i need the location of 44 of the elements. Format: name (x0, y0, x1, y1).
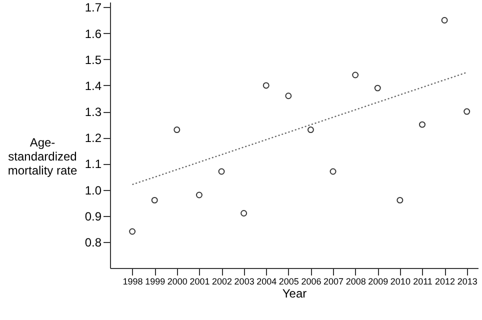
point (218, 168, 225, 175)
point (352, 72, 359, 78)
point (262, 82, 270, 89)
x-axis-title: Year (282, 286, 307, 300)
point (396, 196, 404, 204)
y-tick-label: 1.6 (84, 26, 102, 41)
point (151, 196, 158, 204)
y-axis-title: Age-standardized mortality rate (8, 136, 78, 178)
point (441, 17, 448, 24)
point (330, 168, 336, 175)
y-tick-label: 1.1 (84, 157, 102, 172)
y-tick-label: 0.9 (84, 209, 102, 224)
x-tick-label: 1998 (122, 276, 143, 286)
point (307, 126, 314, 134)
point (374, 84, 381, 92)
point (285, 92, 292, 100)
y-tick-label: 0.8 (84, 235, 102, 250)
y-tick-label: 1.0 (84, 183, 102, 198)
x-tick-label: 2002 (212, 276, 232, 286)
x-tick-label: 2005 (278, 276, 299, 286)
x-tick-label: 2011 (413, 276, 432, 286)
y-tick-label: 1.7 (84, 0, 102, 15)
x-tick-label: 2010 (390, 276, 410, 286)
point (129, 228, 136, 235)
x-tick-label: 2008 (346, 276, 366, 286)
y-tick-label: 1.2 (84, 131, 102, 146)
x-tick-label: 2000 (167, 276, 188, 286)
x-tick-label: 2012 (435, 276, 456, 286)
point (174, 126, 180, 134)
y-tick-label: 1.4 (84, 78, 102, 93)
y-tick-label: 1.5 (84, 52, 102, 67)
x-tick-label: 2006 (301, 276, 322, 286)
point (419, 121, 426, 128)
point (196, 192, 202, 198)
x-tick-label: 2003 (234, 276, 254, 286)
x-tick-label: 2007 (324, 276, 344, 286)
x-tick-label: 1999 (145, 276, 166, 286)
point (240, 210, 248, 216)
y-tick-label: 1.3 (84, 105, 102, 120)
x-tick-label: 2009 (368, 276, 388, 286)
point (464, 108, 470, 115)
x-tick-label: 2013 (457, 276, 478, 286)
x-tick-label: 2001 (190, 276, 210, 286)
x-tick-label: 2004 (256, 276, 277, 286)
